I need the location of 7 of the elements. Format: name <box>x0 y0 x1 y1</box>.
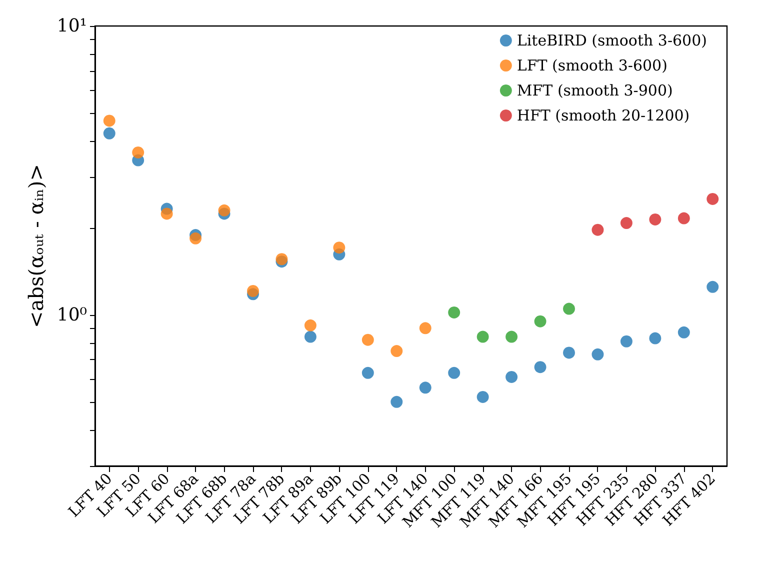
y-tick-label: 10⁰ <box>56 304 87 326</box>
y-tick-label: 10¹ <box>56 16 87 36</box>
legend-label: HFT (smooth 20-1200) <box>516 106 690 124</box>
legend-label: MFT (smooth 3-900) <box>516 82 673 100</box>
y-axis-title: <abs(αₒᵤₜ - αᵢₙ)> <box>24 164 48 328</box>
legend-label: LFT (smooth 3-600) <box>516 56 668 74</box>
legend-label: LiteBIRD (smooth 3-600) <box>516 32 708 50</box>
